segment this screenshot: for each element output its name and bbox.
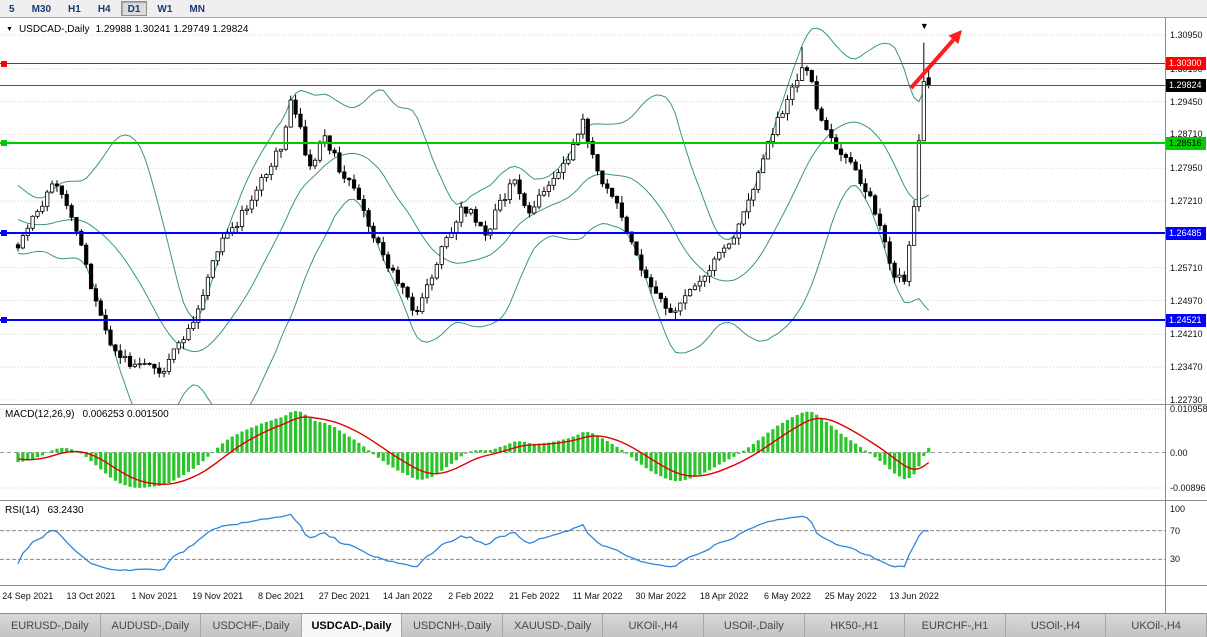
symbol-tab-eurusd-daily[interactable]: EURUSD-,Daily: [0, 614, 101, 637]
price-badge: 1.28516: [1166, 136, 1206, 150]
date-axis[interactable]: 24 Sep 2021 13 Oct 2021 1 Nov 2021 19 Nov 2…: [0, 586, 1207, 613]
date-axis-label: 13 Jun 2022: [889, 591, 939, 601]
symbol-tab-usoil-h4[interactable]: USOil-,H4: [1005, 614, 1107, 637]
macd-name: MACD(12,26,9): [5, 409, 75, 420]
macd-histogram: [16, 411, 931, 488]
date-axis-label: 1 Nov 2021: [131, 591, 178, 601]
symbol-tab-eurchf-h1[interactable]: EURCHF-,H1: [905, 614, 1006, 637]
macd-axis-label: 0.00: [1170, 447, 1188, 458]
rsi-value: 63.2430: [47, 505, 84, 516]
price-badge: 1.29824: [1166, 78, 1206, 92]
axis-separator: [1165, 18, 1166, 613]
rsi-name: RSI(14): [5, 505, 40, 516]
rsi-line: [17, 513, 929, 572]
main-chart-plot[interactable]: [0, 18, 1165, 431]
symbol-tab-usoil-daily[interactable]: USOil-,Daily: [704, 614, 805, 637]
rsi-indicator-label: RSI(14) 63.2430: [5, 505, 84, 516]
symbol-period-label: USDCAD-,Daily: [18, 24, 90, 35]
trend-arrow-object[interactable]: [909, 30, 962, 90]
horizontal-line-1.26485[interactable]: [0, 232, 1165, 235]
date-axis-label: 30 Mar 2022: [635, 591, 687, 601]
price-badge: 1.24521: [1166, 313, 1206, 327]
macd-indicator-label: MACD(12,26,9) 0.006253 0.001500: [5, 409, 169, 420]
horizontal-line-1.28516[interactable]: [0, 142, 1165, 145]
price-axis-label: 1.30950: [1170, 30, 1203, 40]
price-gridlines: [0, 34, 1165, 401]
symbol-tab-ukoil-h4[interactable]: UKOil-,H4: [1106, 614, 1207, 637]
rsi-plot[interactable]: [0, 501, 1165, 585]
date-axis-label: 13 Oct 2021: [66, 591, 116, 601]
date-axis-label: 25 May 2022: [824, 591, 877, 601]
period-button-m30[interactable]: M30: [25, 1, 58, 16]
line-handle-icon[interactable]: [1, 317, 7, 324]
price-badge: 1.26485: [1166, 226, 1206, 240]
symbol-tab-audusd-daily[interactable]: AUDUSD-,Daily: [100, 614, 202, 637]
panel-separator[interactable]: [0, 404, 1207, 405]
price-axis-label: 1.24970: [1170, 295, 1203, 306]
ohlc-values: 1.29988 1.30241 1.29749 1.29824: [95, 24, 249, 35]
timeframe-toolbar: 5 M30 H1 H4 D1 W1 MN: [0, 0, 1207, 18]
period-button-h1[interactable]: H1: [61, 1, 88, 16]
date-axis-label: 8 Dec 2021: [257, 591, 304, 601]
panel-separator: [0, 585, 1207, 586]
macd-axis-label: -0.00896: [1170, 483, 1206, 494]
symbol-tab-usdcad-daily[interactable]: USDCAD-,Daily: [301, 614, 403, 637]
period-button-5[interactable]: 5: [2, 1, 22, 16]
rsi-axis-label: 70: [1170, 525, 1181, 536]
date-axis-label: 21 Feb 2022: [508, 591, 560, 601]
rsi-levels: [0, 530, 1165, 560]
date-axis-label: 14 Jan 2022: [382, 591, 433, 601]
chart-menu-icon[interactable]: ▼: [6, 25, 13, 33]
price-axis-label: 1.25710: [1170, 262, 1203, 273]
rsi-axis-label: 30: [1170, 554, 1181, 565]
price-axis-label: 1.22730: [1170, 395, 1203, 405]
price-axis-label: 1.27210: [1170, 196, 1203, 207]
macd-values: 0.006253 0.001500: [82, 409, 169, 420]
price-axis-label: 1.27950: [1170, 163, 1203, 174]
period-button-w1[interactable]: W1: [150, 1, 179, 16]
period-button-mn[interactable]: MN: [182, 1, 212, 16]
date-axis-label: 18 Apr 2022: [699, 591, 749, 601]
macd-signal-line: [17, 416, 930, 486]
line-handle-icon[interactable]: [1, 140, 7, 147]
macd-plot[interactable]: [0, 405, 1165, 500]
high-marker-icon[interactable]: ▼: [919, 20, 929, 31]
date-axis-label: 24 Sep 2021: [2, 591, 54, 601]
date-axis-label: 6 May 2022: [763, 591, 811, 601]
symbol-tab-hk50-h1[interactable]: HK50-,H1: [804, 614, 906, 637]
panel-separator[interactable]: [0, 500, 1207, 501]
price-axis-label: 1.24210: [1170, 329, 1203, 340]
date-axis-label: 27 Dec 2021: [318, 591, 370, 601]
period-button-d1[interactable]: D1: [120, 1, 148, 16]
date-axis-label: 11 Mar 2022: [572, 591, 623, 601]
candlestick-series: [15, 42, 931, 378]
price-badge: 1.30300: [1166, 57, 1206, 71]
line-handle-icon[interactable]: [1, 230, 7, 237]
price-axis-label: 1.28710: [1170, 129, 1203, 140]
symbol-tab-xauusd-daily[interactable]: XAUUSD-,Daily: [502, 614, 604, 637]
period-button-h4[interactable]: H4: [91, 1, 118, 16]
price-axis-label: 1.23470: [1170, 362, 1203, 373]
horizontal-line-1.24521[interactable]: [0, 319, 1165, 322]
line-handle-icon[interactable]: [1, 60, 7, 67]
symbol-tab-usdchf-daily[interactable]: USDCHF-,Daily: [201, 614, 302, 637]
macd-axis-label: 0.010958: [1170, 404, 1207, 415]
date-axis-label: 2 Feb 2022: [448, 591, 494, 601]
symbol-tab-usdcnh-daily[interactable]: USDCNH-,Daily: [402, 614, 503, 637]
chart-title: ▼ USDCAD-,Daily 1.29988 1.30241 1.29749 …: [6, 24, 248, 35]
symbol-tab-ukoil-h4[interactable]: UKOil-,H4: [603, 614, 705, 637]
price-axis-label: 1.29450: [1170, 96, 1203, 107]
current-price-line: [0, 85, 1165, 86]
symbol-tabbar: EURUSD-,Daily AUDUSD-,Daily USDCHF-,Daily U…: [0, 613, 1207, 637]
rsi-axis-label: 100: [1170, 504, 1186, 514]
horizontal-line-1.30300[interactable]: [0, 63, 1165, 65]
date-axis-label: 19 Nov 2021: [192, 591, 244, 601]
